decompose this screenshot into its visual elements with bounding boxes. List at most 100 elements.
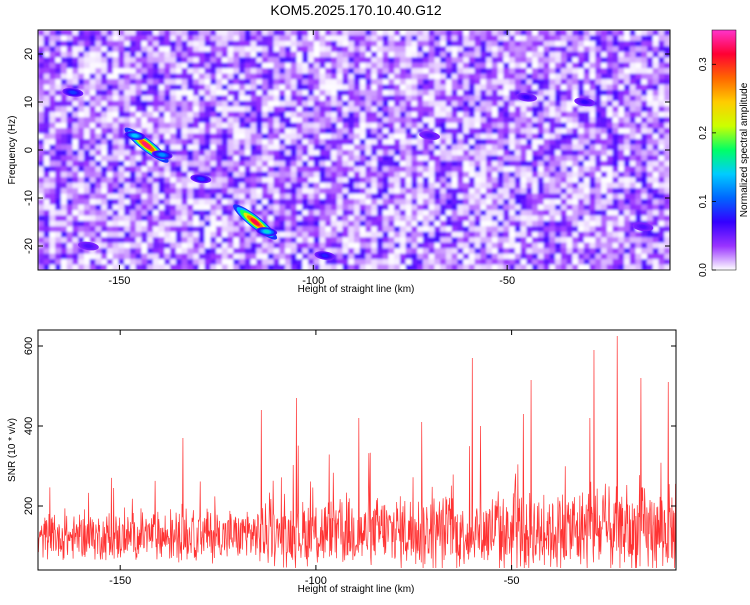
heatmap-cell	[549, 166, 556, 173]
heatmap-cell	[49, 226, 56, 233]
heatmap-cell	[124, 90, 131, 97]
heatmap-cell	[302, 30, 309, 37]
heatmap-cell	[319, 182, 326, 189]
heatmap-cell	[164, 100, 171, 107]
heatmap-cell	[434, 35, 441, 42]
heatmap-cell	[463, 100, 470, 107]
heatmap-cell	[285, 133, 292, 140]
heatmap-cell	[216, 160, 223, 167]
heatmap-cell	[480, 46, 487, 53]
heatmap-cell	[83, 259, 91, 266]
heatmap-cell	[256, 182, 263, 189]
heatmap-cell	[440, 95, 447, 102]
heatmap-cell	[342, 171, 349, 178]
heatmap-cell	[244, 253, 252, 260]
heatmap-cell	[296, 144, 303, 151]
heatmap-cell	[480, 237, 487, 244]
heatmap-cell	[72, 51, 79, 58]
heatmap-cell	[227, 30, 234, 37]
heatmap-cell	[95, 166, 102, 173]
heatmap-cell	[285, 231, 292, 238]
heatmap-cell	[348, 177, 355, 184]
heatmap-cell	[532, 226, 539, 233]
heatmap-cell	[348, 242, 355, 249]
heatmap-cell	[635, 128, 642, 135]
heatmap-cell	[262, 133, 269, 140]
heatmap-cell	[43, 90, 51, 97]
heatmap-cell	[520, 231, 527, 238]
heatmap-cell	[181, 79, 188, 86]
heatmap-cell	[147, 199, 154, 206]
heatmap-cell	[198, 193, 206, 200]
heatmap-cell	[399, 106, 407, 113]
heatmap-cell	[55, 35, 62, 42]
heatmap-cell	[411, 133, 418, 140]
heatmap-cell	[72, 84, 79, 91]
heatmap-cell	[95, 106, 102, 113]
heatmap-cell	[227, 117, 234, 124]
heatmap-cell	[336, 248, 344, 255]
heatmap-cell	[652, 150, 660, 157]
heatmap-cell	[49, 68, 56, 75]
heatmap-cell	[158, 128, 165, 135]
heatmap-cell	[193, 46, 200, 53]
heatmap-cell	[445, 226, 453, 233]
heatmap-cell	[658, 150, 665, 157]
heatmap-cell	[325, 133, 332, 140]
heatmap-cell	[606, 35, 614, 42]
heatmap-cell	[497, 122, 504, 129]
heatmap-cell	[664, 144, 670, 151]
heatmap-cell	[509, 210, 516, 217]
heatmap-cell	[497, 57, 504, 64]
top-x-tick-label: -100	[302, 275, 324, 287]
heatmap-cell	[503, 160, 510, 167]
heatmap-cell	[612, 264, 619, 270]
heatmap-cell	[187, 182, 194, 189]
heatmap-cell	[239, 182, 246, 189]
heatmap-cell	[198, 139, 206, 146]
heatmap-cell	[543, 264, 550, 270]
heatmap-cell	[641, 259, 648, 266]
heatmap-cell	[468, 155, 476, 162]
heatmap-cell	[60, 264, 68, 270]
heatmap-cell	[239, 79, 246, 86]
heatmap-cell	[262, 30, 269, 37]
heatmap-cell	[158, 57, 165, 64]
heatmap-cell	[302, 259, 309, 266]
heatmap-cell	[376, 35, 384, 42]
heatmap-cell	[60, 100, 68, 107]
heatmap-cell	[440, 242, 447, 249]
heatmap-cell	[164, 40, 171, 47]
heatmap-cell	[95, 177, 102, 184]
heatmap-cell	[394, 259, 401, 266]
heatmap-cell	[296, 84, 303, 91]
heatmap-cell	[549, 182, 556, 189]
heatmap-cell	[285, 253, 292, 260]
heatmap-cell	[457, 30, 464, 37]
heatmap-cell	[624, 226, 631, 233]
heatmap-cell	[279, 237, 286, 244]
heatmap-cell	[204, 215, 211, 222]
heatmap-cell	[66, 193, 74, 200]
heatmap-cell	[537, 79, 545, 86]
heatmap-cell	[491, 193, 499, 200]
heatmap-cell	[532, 231, 539, 238]
heatmap-cell	[319, 68, 326, 75]
heatmap-cell	[319, 210, 326, 217]
heatmap-cell	[509, 220, 516, 227]
heatmap-cell	[371, 171, 378, 178]
heatmap-cell	[210, 57, 217, 64]
heatmap-cell	[583, 40, 591, 47]
heatmap-cell	[635, 40, 642, 47]
heatmap-cell	[296, 133, 303, 140]
heatmap-cell	[422, 84, 430, 91]
heatmap-cell	[606, 242, 614, 249]
heatmap-cell	[468, 79, 476, 86]
heatmap-cell	[388, 231, 395, 238]
heatmap-cell	[647, 166, 654, 173]
heatmap-cell	[664, 57, 670, 64]
heatmap-cell	[267, 30, 275, 37]
heatmap-cell	[135, 57, 143, 64]
heatmap-cell	[319, 79, 326, 86]
heatmap-cell	[664, 90, 670, 97]
